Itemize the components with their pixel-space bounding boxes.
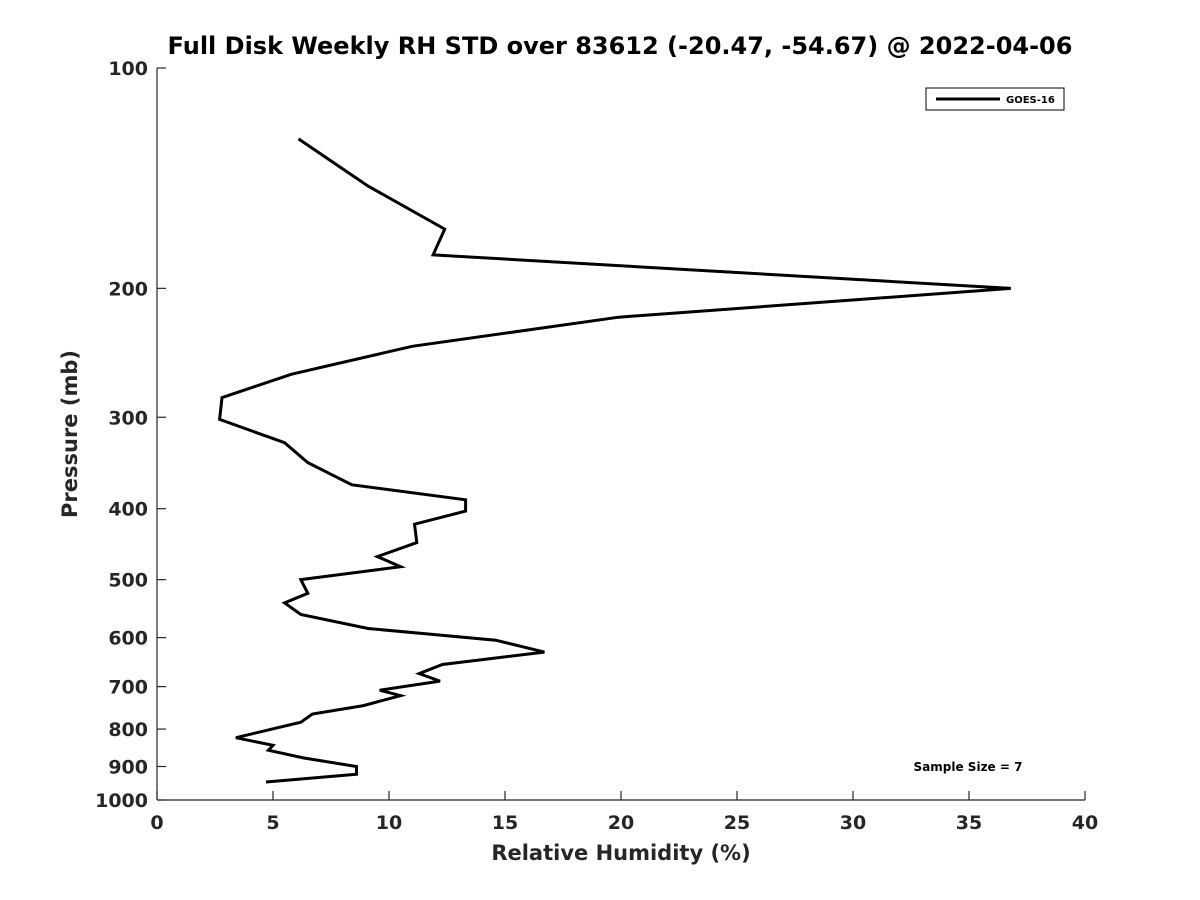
- x-tick-label: 35: [956, 812, 982, 834]
- y-axis-label: Pressure (mb): [58, 350, 82, 518]
- x-tick-label: 20: [608, 812, 634, 834]
- axes: 0 5 10 15 20 25 30 35 40 100 200 300 400 500 600 700 800…: [95, 58, 1098, 834]
- y-tick-label: 200: [108, 278, 148, 300]
- plot-area: [157, 68, 1085, 800]
- y-tick-label: 900: [108, 757, 148, 779]
- y-tick-label: 300: [108, 407, 148, 429]
- y-tick-label: 800: [108, 719, 148, 741]
- series-layer: [217, 137, 1011, 784]
- x-tick-label: 0: [150, 812, 163, 834]
- x-tick-label: 5: [266, 812, 279, 834]
- x-tick-label: 40: [1072, 812, 1098, 834]
- y-tick-label: 500: [108, 570, 148, 592]
- y-tick-label: 700: [108, 677, 148, 699]
- y-tick-label: 100: [108, 58, 148, 80]
- legend-label-goes-16: GOES-16: [1006, 95, 1055, 106]
- sample-size-annotation: Sample Size = 7: [914, 760, 1023, 774]
- y-tick-label: 400: [108, 499, 148, 521]
- y-tick-label: 600: [108, 628, 148, 650]
- series-line-goes-16: [217, 137, 1011, 784]
- y-tick-label: 1000: [95, 790, 148, 812]
- x-tick-label: 30: [840, 812, 866, 834]
- x-tick-label: 10: [376, 812, 402, 834]
- x-tick-label: 25: [724, 812, 750, 834]
- chart-title: Full Disk Weekly RH STD over 83612 (-20.…: [168, 32, 1073, 60]
- legend: GOES-16: [925, 87, 1065, 111]
- x-axis-label: Relative Humidity (%): [491, 841, 750, 865]
- x-tick-label: 15: [492, 812, 518, 834]
